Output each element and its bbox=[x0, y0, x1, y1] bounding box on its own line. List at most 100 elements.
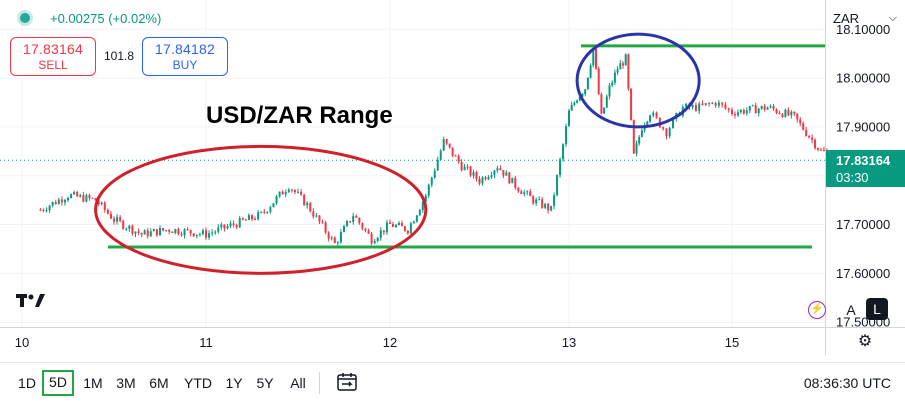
candle-body bbox=[529, 191, 532, 197]
candle-body bbox=[306, 203, 309, 206]
candle-body bbox=[496, 168, 499, 171]
candle-body bbox=[632, 119, 635, 154]
sell-button[interactable]: 17.83164 SELL bbox=[10, 37, 96, 76]
candle-body bbox=[493, 170, 496, 176]
candle-body bbox=[662, 127, 665, 129]
candle-body bbox=[211, 232, 214, 234]
last-price: 17.83164 bbox=[836, 153, 891, 168]
candle-body bbox=[817, 148, 820, 150]
currency-select[interactable]: ZAR ⌵ bbox=[833, 8, 897, 28]
candle-body bbox=[553, 195, 556, 206]
candle-body bbox=[152, 229, 155, 232]
candle-body bbox=[238, 218, 241, 228]
candle-body bbox=[346, 221, 349, 227]
candle-body bbox=[352, 216, 355, 222]
candle-body bbox=[502, 170, 505, 176]
auto-scale-button[interactable]: A bbox=[846, 302, 856, 318]
candle-body bbox=[226, 226, 229, 229]
range-button-ytd[interactable]: YTD bbox=[184, 375, 212, 391]
price-series bbox=[0, 45, 849, 247]
range-button-all[interactable]: All bbox=[290, 375, 306, 391]
candle-body bbox=[731, 109, 733, 115]
range-button-3m[interactable]: 3M bbox=[116, 375, 136, 391]
candle-body bbox=[622, 63, 624, 66]
candle-body bbox=[155, 229, 158, 236]
candle-body bbox=[180, 234, 183, 236]
candle-body bbox=[640, 130, 643, 137]
candle-body bbox=[100, 202, 103, 205]
tradingview-logo-shape bbox=[16, 294, 45, 307]
candle-body bbox=[576, 100, 579, 103]
candle-body bbox=[595, 48, 597, 69]
candle-body bbox=[586, 77, 589, 90]
lightning-icon[interactable]: ⚡ bbox=[808, 301, 826, 319]
candle-body bbox=[508, 172, 511, 184]
candle-body bbox=[769, 106, 772, 108]
candle-body bbox=[116, 217, 119, 222]
log-scale-button[interactable]: L bbox=[866, 298, 888, 320]
candle-body bbox=[448, 143, 451, 148]
candle-body bbox=[214, 231, 217, 233]
candle-body bbox=[146, 230, 149, 237]
candle-body bbox=[760, 105, 763, 109]
candle-body bbox=[217, 227, 220, 232]
range-ellipse bbox=[94, 144, 428, 275]
candle-body bbox=[269, 207, 272, 212]
x-tick-label: 13 bbox=[562, 335, 576, 350]
range-button-1m[interactable]: 1M bbox=[83, 375, 103, 391]
tradingview-logo-icon[interactable] bbox=[16, 292, 46, 313]
candle-body bbox=[406, 230, 409, 234]
candle-body bbox=[605, 96, 608, 108]
candle-body bbox=[671, 118, 674, 129]
candle-body bbox=[568, 110, 570, 127]
currency-value: ZAR bbox=[833, 10, 859, 26]
candle-body bbox=[241, 218, 244, 220]
candle-body bbox=[611, 82, 614, 86]
utc-clock[interactable]: 08:36:30 UTC bbox=[803, 375, 891, 391]
candle-body bbox=[397, 223, 400, 225]
range-button-1d[interactable]: 1D bbox=[18, 375, 36, 391]
candle-body bbox=[808, 135, 811, 138]
candle-body bbox=[293, 190, 296, 193]
range-button-5y[interactable]: 5Y bbox=[256, 375, 274, 391]
candle-body bbox=[724, 104, 727, 109]
range-button-1y[interactable]: 1Y bbox=[225, 375, 243, 391]
candle-body bbox=[433, 170, 436, 178]
candle-body bbox=[608, 85, 611, 97]
candle-body bbox=[140, 233, 143, 235]
candle-body bbox=[223, 224, 226, 229]
candle-body bbox=[711, 102, 714, 104]
candle-body bbox=[281, 191, 284, 195]
candle-body bbox=[805, 129, 808, 136]
candle-body bbox=[278, 191, 281, 197]
candle-body bbox=[391, 223, 394, 227]
candle-body bbox=[624, 54, 627, 66]
candle-body bbox=[251, 215, 253, 219]
buy-button[interactable]: 17.84182 BUY bbox=[142, 37, 228, 76]
y-tick-label: 17.90000 bbox=[836, 119, 890, 134]
candle-body bbox=[82, 194, 85, 202]
candle-body bbox=[685, 103, 688, 107]
candle-body bbox=[174, 229, 177, 233]
range-button-6m[interactable]: 6M bbox=[149, 375, 169, 391]
candle-body bbox=[559, 159, 562, 176]
candle-body bbox=[751, 105, 754, 107]
candle-body bbox=[790, 111, 793, 116]
settings-icon[interactable]: ⚙ bbox=[857, 333, 873, 350]
candle-body bbox=[122, 220, 125, 229]
candle-body bbox=[784, 109, 787, 117]
last-price-tag: 17.83164 03:30 bbox=[826, 150, 905, 187]
y-tick-label: 17.60000 bbox=[836, 266, 890, 281]
candle-body bbox=[454, 155, 457, 157]
candle-body bbox=[379, 230, 382, 238]
candle-body bbox=[742, 109, 745, 114]
candle-body bbox=[430, 177, 433, 185]
candle-body bbox=[39, 209, 42, 211]
candle-body bbox=[254, 218, 257, 220]
range-button-5d[interactable]: 5D bbox=[42, 370, 74, 396]
candle-body bbox=[415, 215, 418, 222]
date-range-icon[interactable] bbox=[336, 371, 358, 393]
candle-body bbox=[799, 119, 802, 124]
candle-body bbox=[257, 212, 260, 220]
